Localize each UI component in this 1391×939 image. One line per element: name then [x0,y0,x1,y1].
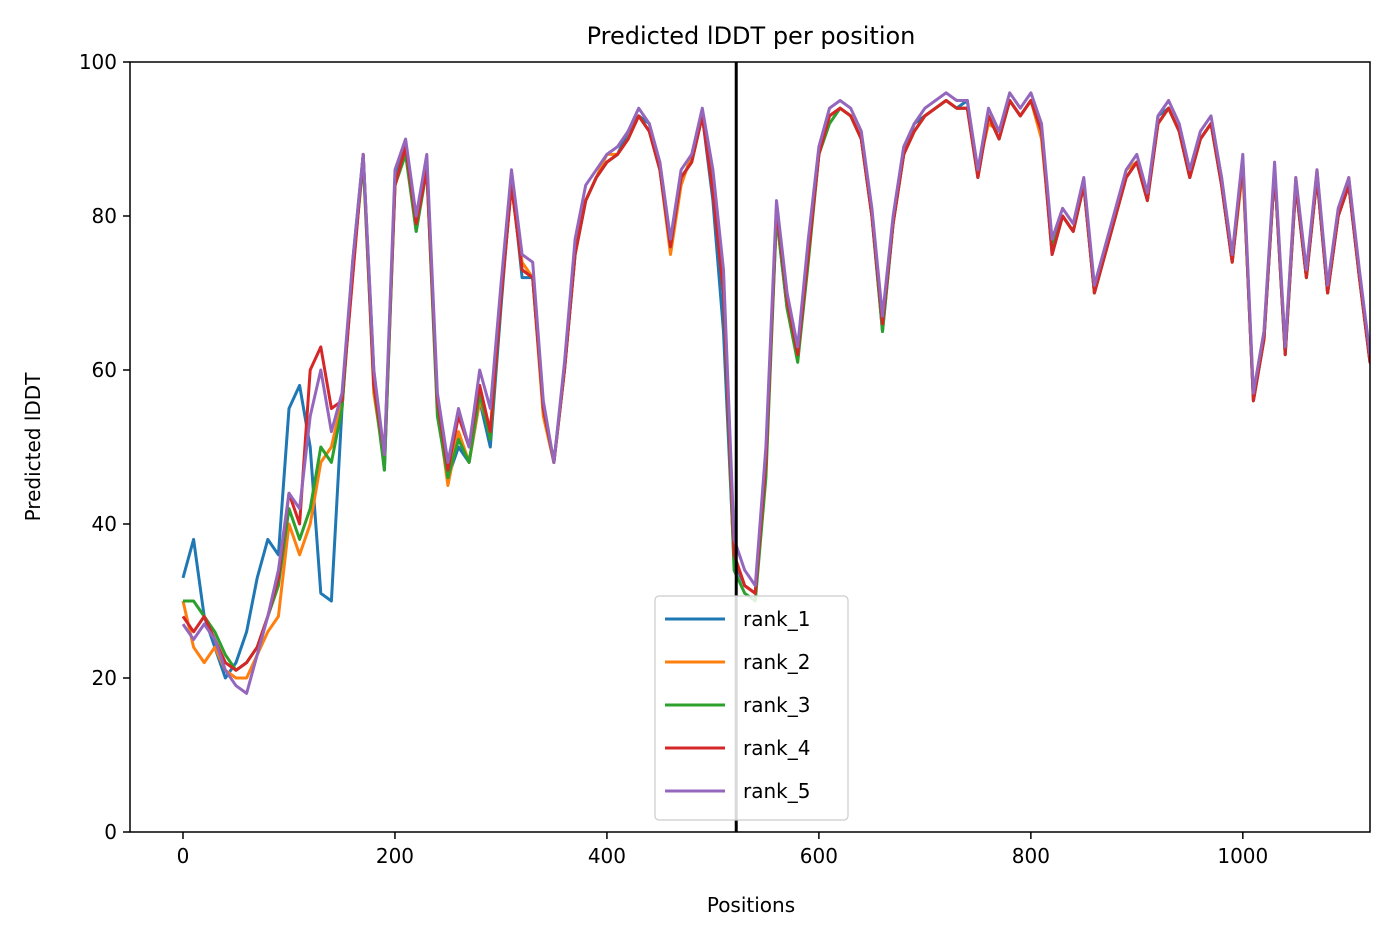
y-tick-label: 100 [79,50,117,74]
x-tick-label: 1000 [1217,844,1268,868]
y-tick-label: 40 [92,512,117,536]
x-tick-label: 200 [376,844,414,868]
chart-title: Predicted lDDT per position [587,22,916,50]
legend-label-rank_5: rank_5 [743,779,810,803]
series-layer [181,91,1370,695]
legend: rank_1 rank_2 rank_3 rank_4 rank_5 [654,595,849,821]
legend-label-rank_1: rank_1 [743,607,810,631]
x-tick-label: 600 [800,844,838,868]
x-axis-label: Positions [707,893,795,917]
y-tick-label: 60 [92,358,117,382]
legend-label-rank_3: rank_3 [743,693,810,717]
y-tick-label: 80 [92,204,117,228]
x-tick-label: 0 [177,844,190,868]
y-axis-ticks: 0 20 40 60 80 100 [79,50,130,844]
y-tick-label: 0 [104,820,117,844]
y-axis-label: Predicted lDDT [21,372,45,522]
x-axis-ticks: 0 200 400 600 800 1000 [177,832,1268,868]
plot-frame [129,61,1371,833]
x-tick-label: 800 [1012,844,1050,868]
legend-label-rank_2: rank_2 [743,650,810,674]
series-line-rank_5 [181,91,1370,695]
legend-label-rank_4: rank_4 [743,736,810,760]
legend-box [654,595,849,821]
x-tick-label: 400 [588,844,626,868]
y-tick-label: 20 [92,666,117,690]
